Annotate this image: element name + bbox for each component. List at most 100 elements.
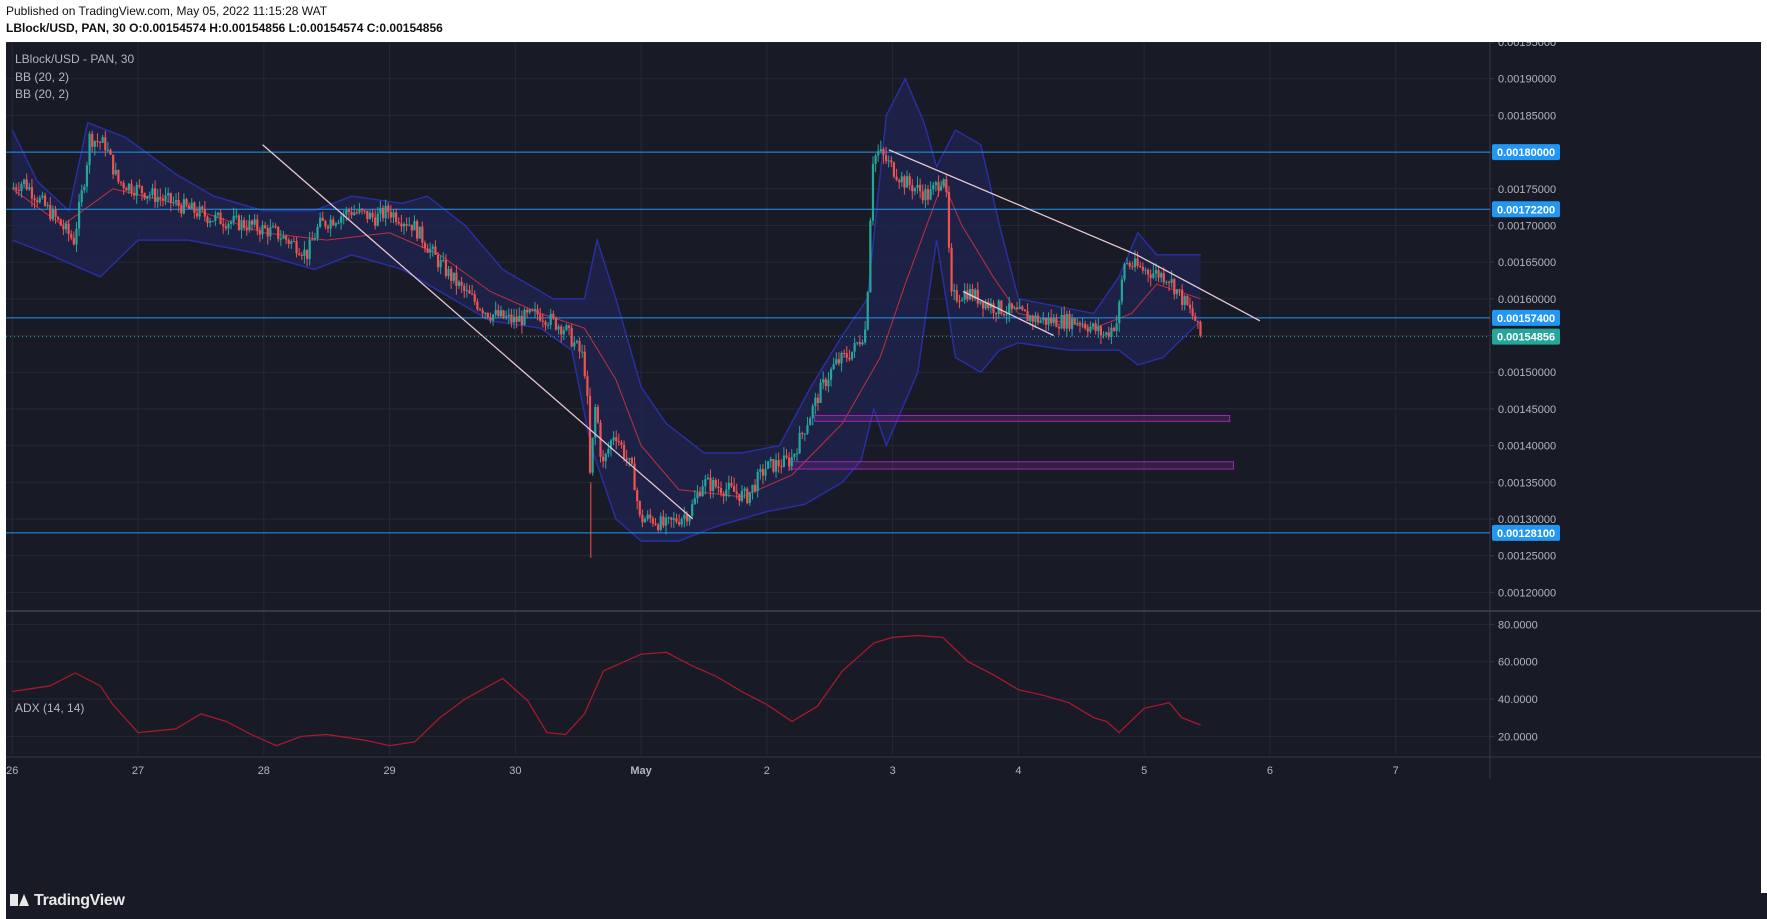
candle-body — [706, 477, 710, 480]
candle-body — [864, 329, 867, 343]
candle-body — [850, 351, 854, 360]
candle-body — [987, 302, 990, 309]
candle-body — [743, 488, 746, 491]
candle-body — [311, 239, 314, 241]
candle-body — [892, 162, 896, 177]
legend-bb-2[interactable]: BB (20, 2) — [15, 87, 70, 101]
candle-body — [143, 193, 146, 199]
candle-body — [528, 309, 531, 313]
candle-body — [324, 220, 327, 227]
candle-body — [533, 309, 537, 311]
price-axis-label: 0.00120000 — [1498, 587, 1556, 599]
candle-body — [59, 219, 62, 226]
chart-canvas[interactable]: 0.00195000 0.00190000 0.00185000 0.00180000… — [6, 42, 1761, 897]
candle-body — [1071, 318, 1074, 329]
candle-body — [921, 191, 924, 201]
candle-body — [963, 290, 966, 300]
candle-body — [237, 215, 241, 230]
candle-body — [620, 442, 623, 445]
candle-body — [478, 309, 482, 311]
candle-body — [481, 309, 484, 314]
candle-body — [67, 223, 70, 235]
candle-body — [505, 316, 508, 319]
candle-body — [746, 488, 749, 504]
candle-body — [955, 290, 958, 301]
price-axis-label: 0.00165000 — [1498, 257, 1556, 269]
adx-legend[interactable]: ADX (14, 14) — [15, 701, 85, 715]
candle-body — [1057, 327, 1061, 329]
time-axis-label: 7 — [1393, 765, 1399, 777]
candle-body — [471, 293, 474, 295]
candle-body — [790, 457, 793, 467]
price-axis-label: 0.00190000 — [1498, 74, 1556, 86]
low-value: 0.00154574 — [300, 21, 364, 35]
published-line: Published on TradingView.com, May 05, 20… — [6, 4, 328, 18]
candle-body — [1167, 281, 1171, 283]
candle-body — [227, 223, 230, 229]
candle-body — [617, 441, 620, 443]
candle-body — [1010, 303, 1013, 309]
candle-body — [735, 491, 738, 494]
candle-body — [714, 480, 717, 487]
candle-body — [402, 224, 406, 227]
candle-body — [704, 479, 707, 487]
candle-body — [20, 184, 23, 191]
candle-body — [1160, 273, 1163, 278]
candle-body — [468, 290, 471, 294]
candle-body — [753, 484, 757, 492]
candle-body — [240, 220, 243, 230]
time-axis-label: 5 — [1141, 765, 1147, 777]
candle-body — [413, 221, 416, 231]
candle-body — [816, 397, 820, 404]
candle-body — [683, 514, 686, 519]
candle-body — [172, 202, 175, 204]
candle-body — [782, 455, 785, 467]
candle-body — [256, 219, 259, 231]
candle-body — [1191, 308, 1194, 316]
candle-body — [507, 314, 510, 317]
candle-body — [979, 301, 982, 304]
candle-body — [174, 199, 178, 203]
candle-body — [908, 176, 911, 186]
legend-title[interactable]: LBlock/USD - PAN, 30 — [15, 52, 135, 66]
candle-body — [368, 212, 372, 220]
candle-body — [321, 217, 324, 221]
candle-body — [641, 514, 644, 523]
candle-body — [916, 184, 919, 189]
candle-body — [638, 501, 641, 515]
candle-body — [861, 342, 864, 345]
chart-panel[interactable]: 0.00195000 0.00190000 0.00185000 0.00180000… — [6, 42, 1761, 897]
candle-body — [848, 357, 851, 360]
candle-body — [798, 432, 801, 454]
candle-body — [75, 228, 78, 245]
candle-body — [17, 189, 20, 191]
candle-body — [484, 312, 487, 314]
candle-body — [133, 193, 136, 196]
level-badge-label: 0.00157400 — [1497, 313, 1555, 325]
candle-body — [54, 209, 57, 218]
candle-body — [717, 486, 720, 489]
candle-body — [581, 351, 584, 353]
candle-body — [22, 179, 26, 185]
candle-body — [138, 184, 141, 187]
level-badge — [1492, 524, 1560, 541]
candle-body — [1188, 304, 1192, 309]
candle-body — [646, 514, 649, 520]
candle-body — [57, 217, 60, 220]
candle-body — [353, 212, 356, 216]
candle-body — [727, 482, 730, 490]
candle-body — [410, 224, 413, 231]
candle-body — [358, 208, 361, 213]
candle-body — [526, 309, 529, 313]
candle-body — [104, 137, 107, 151]
candle-body — [460, 281, 463, 286]
brand-logo[interactable]: TradingView — [10, 892, 125, 910]
candle-body — [607, 449, 610, 454]
candle-body — [578, 340, 581, 352]
candle-body — [934, 182, 937, 186]
candle-body — [1055, 317, 1058, 328]
candle-body — [135, 184, 138, 196]
candle-body — [248, 220, 251, 231]
candle-body — [822, 379, 825, 383]
legend-bb-1[interactable]: BB (20, 2) — [15, 70, 70, 84]
